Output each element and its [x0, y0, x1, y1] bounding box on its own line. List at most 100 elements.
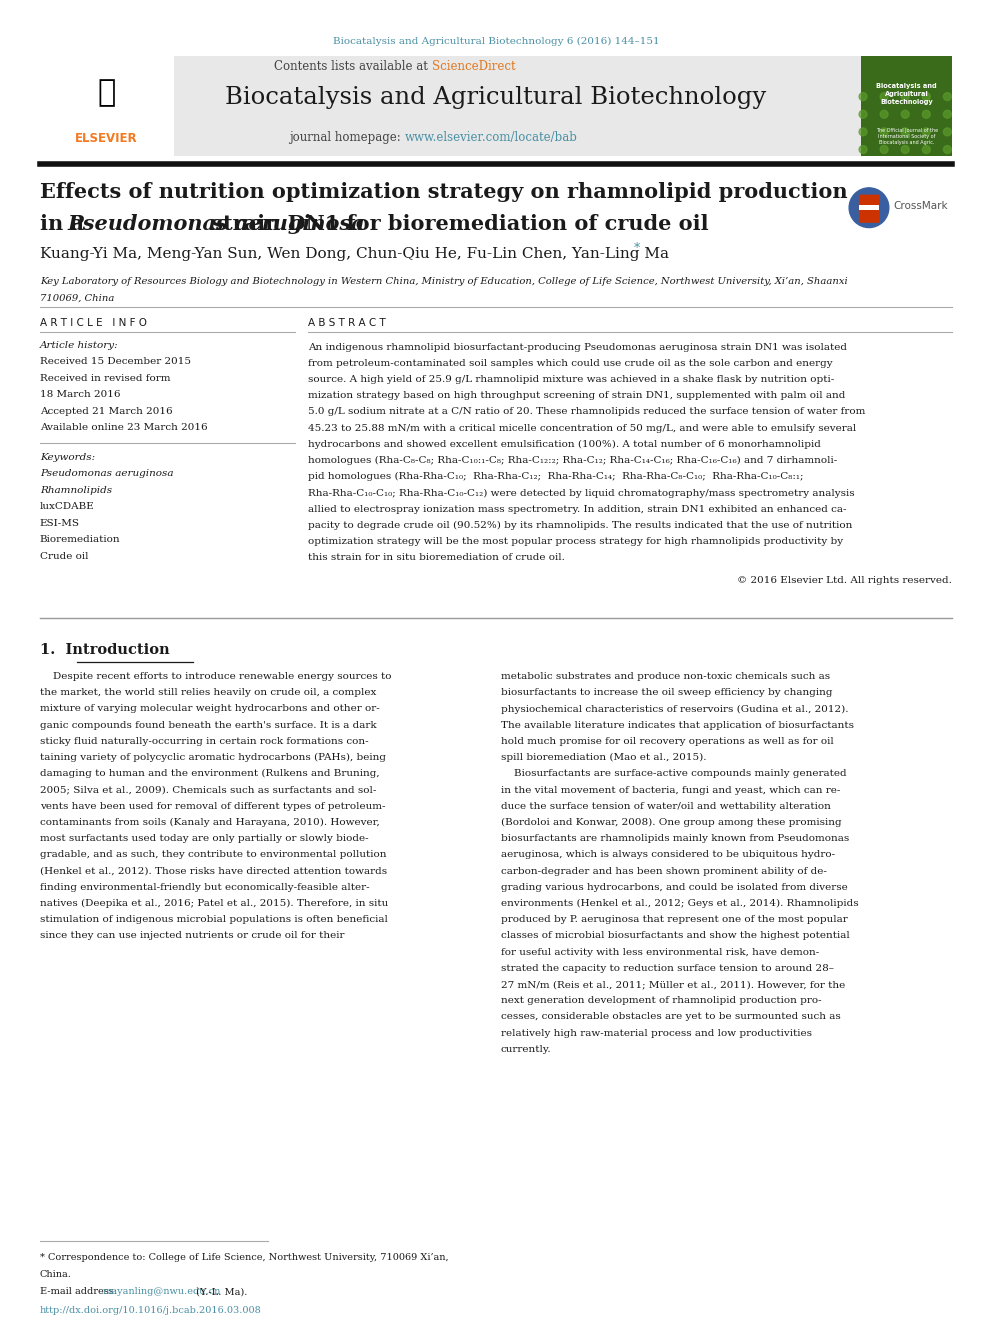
Circle shape [859, 93, 867, 101]
Text: mayanling@nwu.edu.cn: mayanling@nwu.edu.cn [102, 1287, 220, 1297]
Text: natives (Deepika et al., 2016; Patel et al., 2015). Therefore, in situ: natives (Deepika et al., 2016; Patel et … [40, 898, 388, 908]
Text: biosurfactants are rhamnolipids mainly known from Pseudomonas: biosurfactants are rhamnolipids mainly k… [501, 835, 849, 843]
Circle shape [923, 110, 930, 118]
Text: Biocatalysis and Agricultural Biotechnology 6 (2016) 144–151: Biocatalysis and Agricultural Biotechnol… [332, 37, 660, 46]
Text: journal homepage:: journal homepage: [290, 131, 405, 144]
Text: spill bioremediation (Mao et al., 2015).: spill bioremediation (Mao et al., 2015). [501, 753, 706, 762]
Text: optimization strategy will be the most popular process strategy for high rhamnol: optimization strategy will be the most p… [308, 537, 843, 546]
Circle shape [902, 128, 909, 136]
Circle shape [859, 146, 867, 153]
Text: Accepted 21 March 2016: Accepted 21 March 2016 [40, 406, 173, 415]
Text: source. A high yield of 25.9 g/L rhamnolipid mixture was achieved in a shake fla: source. A high yield of 25.9 g/L rhamnol… [308, 376, 834, 384]
Text: Biocatalysis and
Agricultural
Biotechnology: Biocatalysis and Agricultural Biotechnol… [876, 83, 937, 105]
Text: strain DN1 for bioremediation of crude oil: strain DN1 for bioremediation of crude o… [204, 213, 709, 234]
Text: in the vital movement of bacteria, fungi and yeast, which can re-: in the vital movement of bacteria, fungi… [501, 786, 840, 795]
Text: metabolic substrates and produce non-toxic chemicals such as: metabolic substrates and produce non-tox… [501, 672, 830, 681]
Text: ELSEVIER: ELSEVIER [74, 132, 138, 146]
Text: classes of microbial biosurfactants and show the highest potential: classes of microbial biosurfactants and … [501, 931, 850, 941]
Text: biosurfactants to increase the oil sweep efficiency by changing: biosurfactants to increase the oil sweep… [501, 688, 832, 697]
Text: 1.  Introduction: 1. Introduction [40, 643, 170, 658]
Text: Pseudomonas aeruginosa: Pseudomonas aeruginosa [67, 213, 365, 234]
Text: ganic compounds found beneath the earth's surface. It is a dark: ganic compounds found beneath the earth'… [40, 721, 376, 730]
Text: aeruginosa, which is always considered to be ubiquitous hydro-: aeruginosa, which is always considered t… [501, 851, 835, 860]
Circle shape [859, 110, 867, 118]
Circle shape [859, 128, 867, 136]
Text: currently.: currently. [501, 1045, 552, 1054]
Text: relatively high raw-material process and low productivities: relatively high raw-material process and… [501, 1029, 812, 1037]
Text: mixture of varying molecular weight hydrocarbons and other or-: mixture of varying molecular weight hydr… [40, 704, 379, 713]
Text: 710069, China: 710069, China [40, 294, 114, 303]
Text: E-mail address:: E-mail address: [40, 1287, 120, 1297]
Bar [859, 205, 879, 209]
Text: luxCDABE: luxCDABE [40, 501, 94, 511]
Text: ESI-MS: ESI-MS [40, 519, 79, 528]
Text: 5.0 g/L sodium nitrate at a C/N ratio of 20. These rhamnolipids reduced the surf: 5.0 g/L sodium nitrate at a C/N ratio of… [308, 407, 865, 417]
Text: carbon-degrader and has been shown prominent ability of de-: carbon-degrader and has been shown promi… [501, 867, 827, 876]
FancyBboxPatch shape [859, 194, 879, 222]
Text: for useful activity with less environmental risk, have demon-: for useful activity with less environmen… [501, 947, 819, 957]
Text: *: * [634, 242, 640, 255]
Text: Crude oil: Crude oil [40, 552, 88, 561]
Text: most surfactants used today are only partially or slowly biode-: most surfactants used today are only par… [40, 835, 368, 843]
Circle shape [902, 146, 909, 153]
Circle shape [902, 93, 909, 101]
Circle shape [923, 146, 930, 153]
Text: from petroleum-contaminated soil samples which could use crude oil as the sole c: from petroleum-contaminated soil samples… [308, 359, 832, 368]
Text: cesses, considerable obstacles are yet to be surmounted such as: cesses, considerable obstacles are yet t… [501, 1012, 840, 1021]
Text: next generation development of rhamnolipid production pro-: next generation development of rhamnolip… [501, 996, 821, 1005]
Text: finding environmental-friendly but economically-feasible alter-: finding environmental-friendly but econo… [40, 882, 369, 892]
Text: contaminants from soils (Kanaly and Harayana, 2010). However,: contaminants from soils (Kanaly and Hara… [40, 818, 379, 827]
Circle shape [880, 93, 888, 101]
Circle shape [880, 110, 888, 118]
Text: 🌲: 🌲 [97, 78, 115, 107]
Text: duce the surface tension of water/oil and wettability alteration: duce the surface tension of water/oil an… [501, 802, 831, 811]
Text: A R T I C L E   I N F O: A R T I C L E I N F O [40, 318, 147, 328]
Text: taining variety of polycyclic aromatic hydrocarbons (PAHs), being: taining variety of polycyclic aromatic h… [40, 753, 386, 762]
Text: 2005; Silva et al., 2009). Chemicals such as surfactants and sol-: 2005; Silva et al., 2009). Chemicals suc… [40, 786, 376, 795]
Text: 27 mN/m (Reis et al., 2011; Müller et al., 2011). However, for the: 27 mN/m (Reis et al., 2011; Müller et al… [501, 980, 845, 990]
Text: Received 15 December 2015: Received 15 December 2015 [40, 357, 190, 366]
Text: 45.23 to 25.88 mN/m with a critical micelle concentration of 50 mg/L, and were a: 45.23 to 25.88 mN/m with a critical mice… [308, 423, 856, 433]
Text: 18 March 2016: 18 March 2016 [40, 390, 120, 400]
Circle shape [943, 110, 951, 118]
Text: (Y.-L. Ma).: (Y.-L. Ma). [193, 1287, 248, 1297]
Text: Effects of nutrition optimization strategy on rhamnolipid production: Effects of nutrition optimization strate… [40, 181, 847, 202]
Text: Key Laboratory of Resources Biology and Biotechnology in Western China, Ministry: Key Laboratory of Resources Biology and … [40, 277, 847, 286]
Text: grading various hydrocarbons, and could be isolated from diverse: grading various hydrocarbons, and could … [501, 882, 848, 892]
Text: Rhamnolipids: Rhamnolipids [40, 486, 112, 495]
Text: this strain for in situ bioremediation of crude oil.: this strain for in situ bioremediation o… [308, 553, 564, 562]
Text: mization strategy based on high throughput screening of strain DN1, supplemented: mization strategy based on high throughp… [308, 392, 845, 401]
Text: produced by P. aeruginosa that represent one of the most popular: produced by P. aeruginosa that represent… [501, 916, 848, 925]
Circle shape [923, 128, 930, 136]
Circle shape [943, 93, 951, 101]
Text: China.: China. [40, 1270, 71, 1279]
Text: Bioremediation: Bioremediation [40, 534, 120, 544]
Text: CrossMark: CrossMark [894, 201, 948, 210]
Circle shape [943, 146, 951, 153]
Text: http://dx.doi.org/10.1016/j.bcab.2016.03.008: http://dx.doi.org/10.1016/j.bcab.2016.03… [40, 1306, 262, 1315]
Text: vents have been used for removal of different types of petroleum-: vents have been used for removal of diff… [40, 802, 385, 811]
Bar [40, 56, 952, 156]
Text: damaging to human and the environment (Rulkens and Bruning,: damaging to human and the environment (R… [40, 769, 379, 778]
Text: homologues (Rha-C₈-C₈; Rha-C₁₀:₁-C₈; Rha-C₁₂:₂; Rha-C₁₂; Rha-C₁₄-C₁₆; Rha-C₁₆-C₁: homologues (Rha-C₈-C₈; Rha-C₁₀:₁-C₈; Rha… [308, 456, 837, 466]
Text: since they can use injected nutrients or crude oil for their: since they can use injected nutrients or… [40, 931, 344, 941]
Text: hold much promise for oil recovery operations as well as for oil: hold much promise for oil recovery opera… [501, 737, 833, 746]
Text: stimulation of indigenous microbial populations is often beneficial: stimulation of indigenous microbial popu… [40, 916, 388, 925]
Text: physiochemical characteristics of reservoirs (Gudina et al., 2012).: physiochemical characteristics of reserv… [501, 704, 848, 713]
Text: Article history:: Article history: [40, 341, 118, 351]
Text: (Henkel et al., 2012). Those risks have directed attention towards: (Henkel et al., 2012). Those risks have … [40, 867, 387, 876]
Text: The Official Journal of the
International Society of
Biocatalysis and Agric.: The Official Journal of the Internationa… [876, 127, 937, 146]
Text: Received in revised form: Received in revised form [40, 373, 171, 382]
Text: the market, the world still relies heavily on crude oil, a complex: the market, the world still relies heavi… [40, 688, 376, 697]
Text: www.elsevier.com/locate/bab: www.elsevier.com/locate/bab [405, 131, 577, 144]
Bar [40, 56, 174, 156]
Text: Available online 23 March 2016: Available online 23 March 2016 [40, 423, 207, 433]
Text: Biosurfactants are surface-active compounds mainly generated: Biosurfactants are surface-active compou… [501, 769, 846, 778]
Text: in a: in a [40, 213, 91, 234]
Text: hydrocarbons and showed excellent emulsification (100%). A total number of 6 mon: hydrocarbons and showed excellent emulsi… [308, 439, 820, 448]
Text: An indigenous rhamnolipid biosurfactant-producing Pseudomonas aeruginosa strain : An indigenous rhamnolipid biosurfactant-… [308, 343, 847, 352]
Circle shape [880, 146, 888, 153]
Circle shape [902, 110, 909, 118]
Text: Keywords:: Keywords: [40, 452, 95, 462]
Text: sticky fluid naturally-occurring in certain rock formations con-: sticky fluid naturally-occurring in cert… [40, 737, 368, 746]
